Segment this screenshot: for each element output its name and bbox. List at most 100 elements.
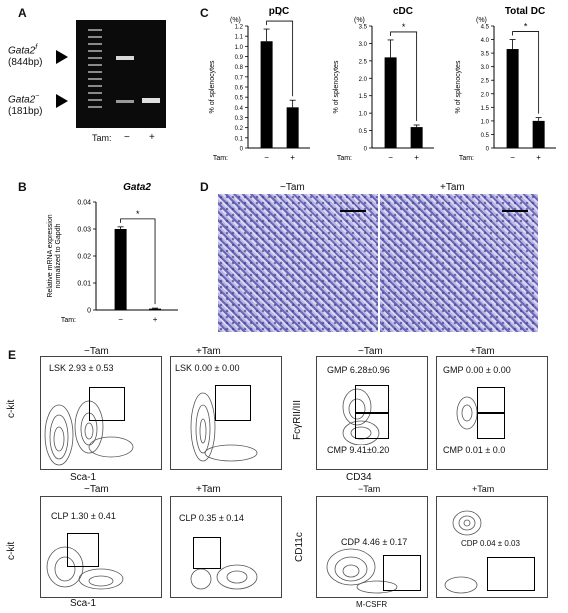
- arrow-right-icon: [56, 50, 68, 64]
- y-tick-label: 0.2: [235, 126, 244, 132]
- clp-plus-tam-title: +Tam: [196, 484, 221, 495]
- y-tick-label: 0.04: [77, 200, 91, 207]
- gmp-minus-value: GMP 6.28±0.96: [327, 365, 390, 375]
- x-tick-label: +: [536, 153, 541, 162]
- y-tick-label: 0: [364, 147, 368, 153]
- flow-plot-lsk-plus: LSK 0.00 ± 0.00: [170, 356, 282, 470]
- y-tick-label: 2.5: [481, 79, 490, 85]
- chart-title: Total DC: [505, 6, 545, 17]
- y-axis-label: Relative mRNA expression: [47, 214, 54, 297]
- tam-label: Tam:: [459, 155, 474, 162]
- gmp-minus-tam-title: −Tam: [358, 346, 383, 357]
- x-tick-label: −: [118, 315, 123, 324]
- significance-star: *: [136, 209, 140, 219]
- clp-minus-value: CLP 1.30 ± 0.41: [51, 511, 116, 521]
- cdp-minus-tam-title: −Tam: [358, 484, 381, 494]
- histology-plus-tam-label: +Tam: [440, 182, 465, 193]
- histology-image-minus-tam: [218, 194, 378, 332]
- contour-plot: [44, 400, 134, 466]
- y-tick-label: 4.0: [481, 38, 490, 44]
- cdp-plus-value: CDP 0.04 ± 0.03: [461, 539, 520, 548]
- tam-plus: +: [149, 132, 155, 143]
- y-tick-label: 0.02: [77, 254, 91, 261]
- cdp-minus-value: CDP 4.46 ± 0.17: [341, 537, 408, 547]
- mcsfr-axis-label: M-CSFR: [356, 600, 388, 609]
- y-tick-label: 0.01: [77, 281, 91, 288]
- y-axis-label: normalized to Gapdh: [55, 223, 62, 288]
- flow-plot-cdp-plus: CDP 0.04 ± 0.03: [436, 496, 548, 598]
- y-tick-label: 0: [240, 147, 244, 153]
- significance-bracket: [512, 31, 540, 114]
- scale-bar: [502, 210, 528, 212]
- y-tick-label: 2.5: [359, 59, 368, 65]
- flow-plot-clp-minus: CLP 1.30 ± 0.41: [40, 496, 162, 598]
- panel-d-letter: D: [200, 180, 209, 194]
- bar: [384, 57, 397, 148]
- band-low-label: Gata2−: [8, 93, 40, 106]
- y-tick-label: 0.5: [359, 129, 368, 135]
- lsk-minus-value: LSK 2.93 ± 0.53: [49, 363, 114, 373]
- bar: [286, 107, 299, 148]
- gmp-gate: [477, 387, 505, 413]
- chart-title: Gata2: [123, 182, 151, 193]
- y-tick-label: 1.5: [359, 94, 368, 100]
- y-tick-label: 0.7: [235, 75, 244, 81]
- y-tick-label: 1.0: [235, 45, 244, 51]
- dc-bar-charts: pDC 0 0.1 0.2 0.3 0.4 0.5 0.6 0.7 0.8 0.9 1.0 1.1 1.2…: [209, 6, 556, 162]
- gmp-gate: [355, 385, 389, 413]
- y-tick-label: 0: [486, 147, 490, 153]
- y-tick-label: 0.6: [235, 86, 244, 92]
- y-tick-label: 0.1: [235, 136, 244, 142]
- lsk-plus-value: LSK 0.00 ± 0.00: [175, 363, 240, 373]
- x-tick-label: +: [153, 315, 158, 324]
- cmp-plus-value: CMP 0.01 ± 0.0: [443, 445, 506, 455]
- y-tick-label: 1.5: [481, 106, 490, 112]
- y-tick-label: 0.4: [235, 106, 244, 112]
- ckit-axis-label: c-kit: [6, 399, 17, 418]
- y-tick-label: 4.5: [481, 25, 490, 31]
- y-tick-label: 0.8: [235, 65, 244, 71]
- scale-bar: [340, 210, 366, 212]
- lsk-gate: [215, 385, 251, 421]
- clp-plus-value: CLP 0.35 ± 0.14: [179, 513, 244, 523]
- panel-e-letter: E: [8, 348, 17, 362]
- unit-label: (%): [230, 17, 241, 24]
- y-tick-label: 3.0: [359, 42, 368, 48]
- significance-star: *: [524, 22, 528, 32]
- cdp-gate: [383, 555, 421, 591]
- bar: [410, 127, 423, 148]
- chart-title: pDC: [269, 6, 290, 17]
- bar: [532, 120, 545, 148]
- bar: [506, 49, 519, 148]
- y-tick-label: 1.2: [235, 25, 244, 31]
- ckit-axis-label: c-kit: [6, 541, 17, 560]
- contour-plot: [326, 548, 398, 594]
- band-high-size: (844bp): [8, 57, 43, 68]
- flow-plot-lsk-minus: LSK 2.93 ± 0.53: [40, 356, 162, 470]
- lsk-gate: [89, 387, 125, 421]
- cdp-gate: [487, 557, 535, 591]
- cmp-gate: [477, 413, 505, 439]
- unit-label: (%): [476, 17, 487, 24]
- y-tick-label: 3.5: [359, 25, 368, 31]
- cmp-gate: [355, 413, 389, 439]
- gel-bands: [88, 29, 160, 108]
- x-tick-label: +: [414, 153, 419, 162]
- y-axis-label: % of splenocytes: [333, 60, 340, 113]
- y-tick-label: 1.0: [481, 119, 490, 125]
- fcgr-axis-label: FcγRII/III: [292, 400, 303, 440]
- x-tick-label: −: [264, 153, 269, 162]
- flow-plot-gmp-plus: GMP 0.00 ± 0.00 CMP 0.01 ± 0.0: [436, 356, 548, 470]
- bar: [114, 229, 127, 310]
- y-tick-label: 0.03: [77, 227, 91, 234]
- unit-label: (%): [354, 17, 365, 24]
- flow-plot-gmp-minus: GMP 6.28±0.96 CMP 9.41±0.20: [316, 356, 428, 470]
- tam-label: Tam:: [61, 317, 76, 324]
- significance-bracket: [390, 31, 418, 121]
- panel-a-letter: A: [18, 6, 27, 20]
- sca1-axis-label: Sca-1: [70, 598, 97, 609]
- histology-minus-tam-label: −Tam: [280, 182, 305, 193]
- y-tick-label: 0.9: [235, 55, 244, 61]
- significance-star: *: [402, 22, 406, 32]
- tam-label: Tam:: [92, 133, 112, 143]
